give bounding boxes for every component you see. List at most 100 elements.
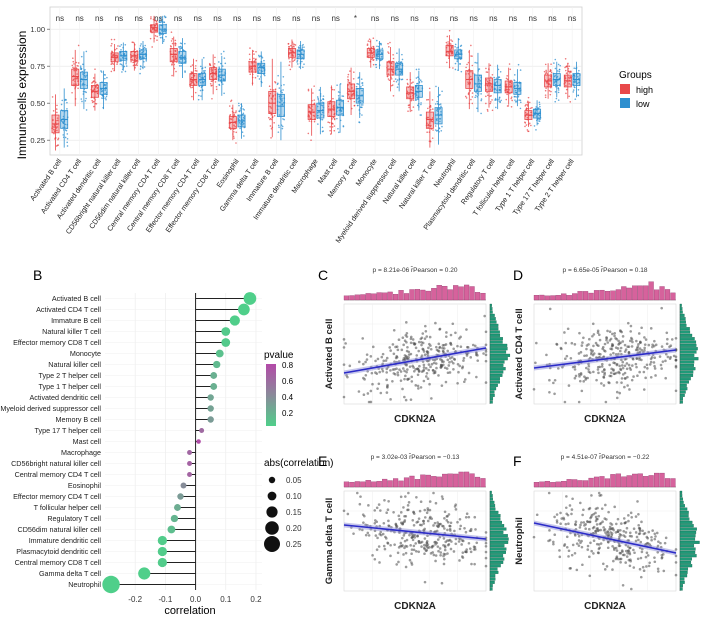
data-point bbox=[396, 79, 399, 81]
data-point bbox=[547, 539, 550, 543]
data-point bbox=[643, 365, 647, 369]
data-point bbox=[478, 68, 481, 70]
data-point bbox=[412, 369, 416, 373]
data-point bbox=[587, 370, 591, 374]
data-point bbox=[191, 71, 193, 73]
data-point bbox=[200, 77, 202, 79]
data-point bbox=[178, 46, 181, 48]
data-point bbox=[630, 338, 634, 341]
hist-bar-top bbox=[447, 289, 453, 301]
data-point bbox=[517, 95, 520, 98]
data-point bbox=[139, 68, 142, 70]
data-point bbox=[171, 42, 174, 45]
data-point bbox=[663, 541, 667, 545]
hist-bar-top bbox=[648, 475, 654, 488]
data-point bbox=[654, 374, 657, 377]
hist-bar-top bbox=[436, 476, 442, 488]
data-point bbox=[66, 145, 69, 147]
data-point bbox=[229, 128, 232, 131]
data-point bbox=[269, 125, 272, 127]
data-point bbox=[254, 76, 257, 79]
data-point bbox=[239, 109, 242, 111]
box-high bbox=[268, 90, 277, 114]
data-point bbox=[179, 58, 182, 60]
data-point bbox=[165, 35, 167, 38]
data-point bbox=[62, 126, 64, 129]
data-point bbox=[467, 541, 471, 545]
significance-label: ns bbox=[115, 14, 123, 23]
data-point bbox=[624, 377, 627, 380]
data-point bbox=[524, 105, 527, 107]
lollipop-point bbox=[174, 504, 181, 511]
data-point bbox=[394, 78, 397, 80]
data-point bbox=[486, 91, 488, 94]
data-point bbox=[482, 352, 485, 355]
data-point bbox=[590, 513, 594, 517]
data-point bbox=[625, 526, 629, 530]
data-point bbox=[532, 388, 536, 391]
data-point bbox=[553, 75, 556, 78]
data-point bbox=[159, 34, 161, 36]
data-point bbox=[584, 378, 587, 381]
lollipop-xlabel: correlation bbox=[164, 605, 215, 617]
data-point bbox=[591, 322, 595, 326]
data-point bbox=[52, 110, 55, 112]
data-point bbox=[369, 400, 373, 404]
data-point bbox=[592, 370, 595, 374]
data-point bbox=[506, 75, 508, 77]
data-point bbox=[565, 65, 568, 68]
data-point bbox=[416, 367, 419, 371]
data-point bbox=[640, 358, 643, 362]
data-point bbox=[399, 63, 402, 66]
data-point bbox=[500, 99, 502, 102]
data-point bbox=[579, 373, 583, 376]
data-point bbox=[448, 524, 451, 528]
data-point bbox=[366, 531, 370, 535]
data-point bbox=[308, 120, 311, 122]
data-point bbox=[454, 62, 457, 65]
data-point bbox=[456, 344, 459, 348]
data-point bbox=[409, 341, 413, 345]
data-point bbox=[428, 87, 431, 90]
data-point bbox=[475, 94, 477, 97]
hist-bar-top bbox=[431, 288, 437, 301]
data-point bbox=[217, 61, 220, 63]
data-point bbox=[565, 88, 568, 91]
data-point bbox=[514, 99, 516, 101]
data-point bbox=[382, 521, 386, 525]
box-low bbox=[257, 62, 266, 75]
data-point bbox=[365, 353, 369, 356]
y-tick-label: Natural killer T cell bbox=[42, 327, 101, 336]
data-point bbox=[183, 55, 186, 57]
data-point bbox=[235, 142, 237, 144]
y-tick-label: Memory B cell bbox=[55, 415, 101, 424]
data-point bbox=[347, 76, 349, 78]
data-point bbox=[223, 50, 225, 53]
hist-bar-top bbox=[533, 295, 540, 301]
data-point bbox=[653, 532, 657, 536]
data-point bbox=[614, 546, 618, 550]
data-point bbox=[329, 102, 331, 105]
hist-bar-side bbox=[679, 307, 683, 311]
data-point bbox=[387, 52, 390, 54]
data-point bbox=[466, 63, 468, 66]
data-point bbox=[470, 75, 472, 78]
x-tick-label: 0.1 bbox=[220, 595, 232, 604]
data-point bbox=[452, 550, 456, 553]
data-point bbox=[355, 491, 359, 495]
data-point bbox=[115, 54, 118, 57]
data-point bbox=[76, 73, 78, 75]
data-point bbox=[448, 371, 452, 374]
data-point bbox=[420, 545, 423, 548]
data-point bbox=[112, 67, 114, 70]
data-point bbox=[425, 541, 429, 544]
data-point bbox=[404, 551, 408, 555]
data-point bbox=[506, 105, 509, 107]
data-point bbox=[342, 338, 346, 341]
data-point bbox=[420, 340, 423, 344]
box-low bbox=[79, 71, 88, 89]
data-point bbox=[434, 543, 437, 546]
data-point bbox=[438, 346, 441, 350]
data-point bbox=[490, 87, 492, 89]
data-point bbox=[283, 118, 285, 121]
